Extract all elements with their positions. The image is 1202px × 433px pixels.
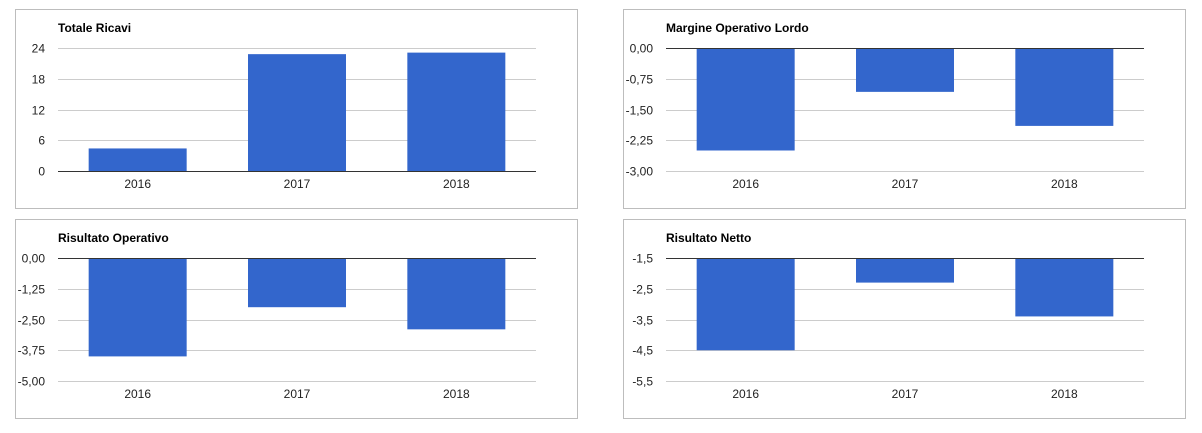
bar-2017 [856, 48, 954, 92]
bar-2017 [856, 258, 954, 283]
y-tick-label: -2,5 [632, 283, 653, 297]
chart-svg: Risultato Netto -1,5 -2,5 -3,5 -4,5 -5,5 2016 2… [632, 231, 1144, 401]
x-tick-label: 2016 [124, 177, 151, 191]
chart-svg: Margine Operativo Lordo 0,00 -0,75 -1,50 -2,… [626, 21, 1144, 191]
chart-title: Totale Ricavi [58, 21, 131, 35]
y-tick-label: 24 [32, 42, 46, 56]
y-tick-label: -3,75 [18, 344, 46, 358]
chart-title: Risultato Operativo [58, 231, 169, 245]
chart-svg: Risultato Operativo 0,00 -1,25 -2,50 -3,75 -5… [18, 231, 536, 401]
y-tick-label: 18 [32, 73, 46, 87]
y-tick-label: -1,5 [632, 252, 653, 266]
y-tick-label: -3,00 [626, 165, 654, 179]
y-tick-label: -2,50 [18, 314, 46, 328]
x-tick-label: 2018 [1051, 177, 1078, 191]
bar-2016 [88, 148, 187, 171]
y-tick-label: -4,5 [632, 344, 653, 358]
chart-svg: Totale Ricavi 24 18 12 6 0 2016 2017 2018 [32, 21, 536, 191]
bar-2016 [88, 258, 187, 357]
bar-2018 [407, 258, 506, 330]
chart-panel-risultato-netto: Risultato Netto -1,5 -2,5 -3,5 -4,5 -5,5 2016 2… [623, 219, 1186, 419]
chart-title: Risultato Netto [666, 231, 751, 245]
x-tick-label: 2017 [892, 387, 919, 401]
chart-panel-totale-ricavi: Totale Ricavi 24 18 12 6 0 2016 2017 2018 [15, 9, 578, 209]
y-tick-label: -5,00 [18, 375, 46, 389]
y-tick-label: -3,5 [632, 314, 653, 328]
x-tick-label: 2017 [284, 387, 311, 401]
chart-panel-margine-operativo-lordo: Margine Operativo Lordo 0,00 -0,75 -1,50 -2,… [623, 9, 1186, 209]
y-tick-label: 6 [38, 134, 45, 148]
x-tick-label: 2016 [732, 177, 759, 191]
x-tick-label: 2016 [124, 387, 151, 401]
x-tick-label: 2018 [443, 177, 470, 191]
y-tick-label: -2,25 [626, 134, 654, 148]
y-tick-label: -1,25 [18, 283, 46, 297]
bar-2018 [1015, 258, 1114, 317]
y-tick-label: -5,5 [632, 375, 653, 389]
y-tick-label: 12 [32, 104, 46, 118]
x-tick-label: 2018 [443, 387, 470, 401]
y-tick-label: 0 [38, 165, 45, 179]
x-tick-label: 2016 [732, 387, 759, 401]
bar-2018 [1015, 48, 1114, 126]
bar-2017 [248, 258, 346, 308]
y-tick-label: -0,75 [626, 73, 654, 87]
bar-2018 [407, 52, 506, 171]
x-tick-label: 2017 [892, 177, 919, 191]
x-tick-label: 2018 [1051, 387, 1078, 401]
y-tick-label: 0,00 [630, 42, 654, 56]
y-tick-label: -1,50 [626, 104, 654, 118]
bar-2016 [696, 48, 795, 151]
y-tick-label: 0,00 [22, 252, 46, 266]
chart-title: Margine Operativo Lordo [666, 21, 809, 35]
bar-2017 [248, 54, 346, 171]
bar-2016 [696, 258, 795, 351]
chart-panel-risultato-operativo: Risultato Operativo 0,00 -1,25 -2,50 -3,75 -5… [15, 219, 578, 419]
x-tick-label: 2017 [284, 177, 311, 191]
